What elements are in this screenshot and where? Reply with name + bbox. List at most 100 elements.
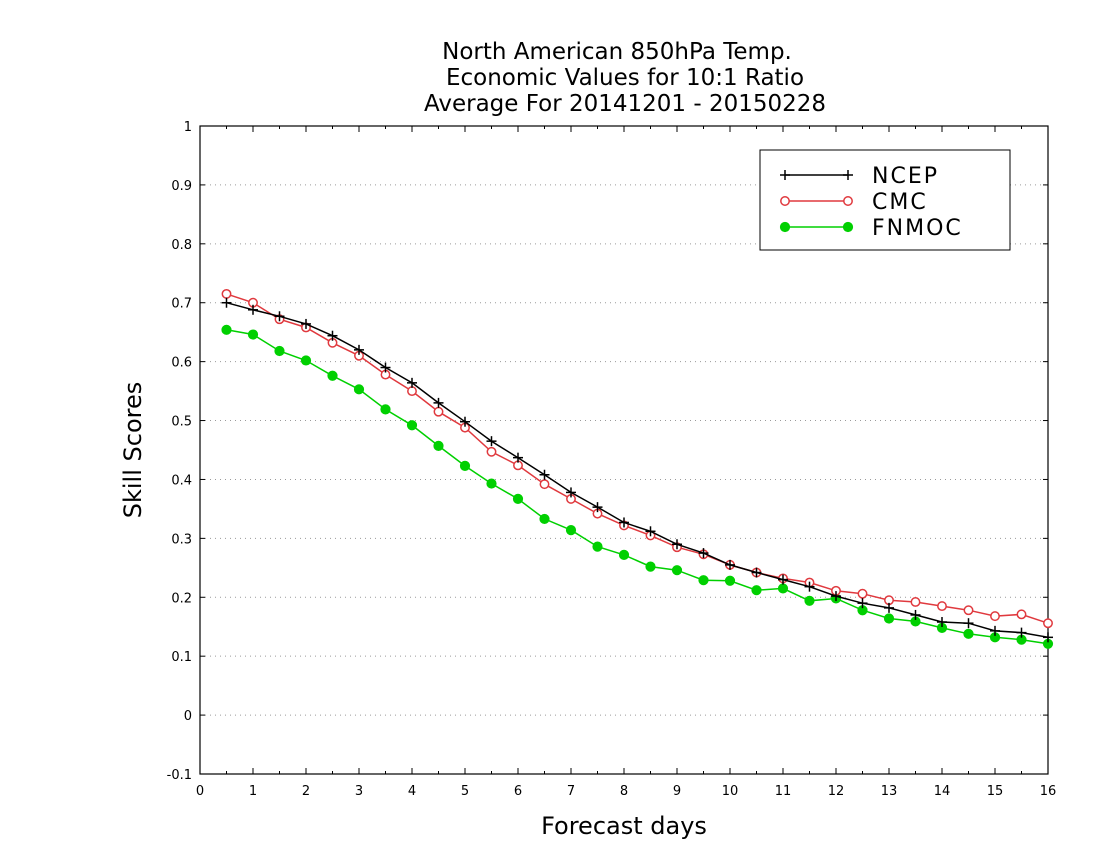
data-point-ncep (910, 609, 921, 620)
data-point-fnmoc (645, 561, 656, 572)
data-point-ncep (513, 452, 523, 463)
axis-ticks: -0.100.10.20.30.40.50.60.70.80.910 1 2 3 4 5 6… (167, 120, 1057, 799)
x-tick-label: 7 (567, 784, 575, 799)
data-point-fnmoc (592, 541, 603, 552)
y-tick-label: 0.6 (171, 356, 192, 371)
data-point-ncep (645, 526, 656, 537)
data-point-ncep (751, 567, 762, 578)
data-point-fnmoc (353, 384, 365, 395)
data-point-ncep (804, 581, 815, 592)
x-tick-label: 3 (355, 784, 363, 799)
x-tick-label: 2 (302, 784, 310, 799)
legend-item-cmc: CMC (780, 190, 926, 215)
series-ncep (221, 297, 1053, 643)
legend-box (759, 149, 1011, 251)
data-point-fnmoc (698, 575, 709, 586)
x-tick-label: 10 (722, 784, 739, 799)
data-point-ncep (937, 617, 947, 628)
series-line-fnmoc (226, 329, 1049, 645)
data-point-ncep (354, 344, 364, 355)
data-point-cmc (433, 406, 444, 417)
data-point-fnmoc (486, 478, 497, 489)
y-tick-label: 0.1 (171, 650, 192, 665)
series-fnmoc (221, 324, 1054, 649)
y-tick-label: 0 (184, 709, 192, 724)
data-point-ncep (380, 362, 391, 373)
data-point-ncep (725, 559, 735, 570)
legend-marker-end (843, 196, 853, 206)
gridlines (200, 184, 1048, 716)
y-tick-label: 1 (184, 120, 192, 135)
chart-title-line-2: Economic Values for 10:1 Ratio (446, 65, 804, 91)
data-point-fnmoc (406, 420, 418, 431)
data-point-ncep (460, 416, 470, 427)
y-axis-label: Skill Scores (119, 382, 147, 519)
legend-item-fnmoc: FNMOC (779, 216, 963, 241)
data-point-ncep (539, 469, 550, 480)
series-cmc (221, 288, 1053, 629)
y-tick-label: 0.8 (171, 238, 192, 253)
data-point-ncep (778, 574, 788, 585)
data-point-ncep (274, 311, 285, 322)
data-point-fnmoc (300, 355, 312, 366)
legend-label: FNMOC (872, 216, 963, 241)
data-point-ncep (221, 297, 232, 308)
y-tick-label: -0.1 (167, 768, 192, 783)
data-point-cmc (1043, 618, 1053, 629)
x-tick-label: 0 (196, 784, 204, 799)
y-tick-label: 0.7 (171, 297, 192, 312)
data-point-cmc (407, 386, 417, 397)
series-line-cmc (226, 293, 1049, 624)
data-point-fnmoc (221, 324, 232, 335)
data-point-fnmoc (565, 525, 577, 536)
data-point-fnmoc (433, 440, 444, 451)
y-tick-label: 0.2 (171, 591, 192, 606)
data-point-fnmoc (512, 493, 524, 504)
legend-label: NCEP (872, 164, 939, 189)
data-point-cmc (221, 288, 232, 299)
legend-marker-start (779, 221, 791, 233)
data-point-cmc (910, 597, 921, 607)
x-tick-label: 11 (775, 784, 792, 799)
x-tick-label: 13 (881, 784, 898, 799)
data-point-fnmoc (539, 513, 550, 525)
x-tick-label: 4 (408, 784, 416, 799)
x-tick-label: 6 (514, 784, 522, 799)
data-point-ncep (619, 517, 629, 528)
x-tick-label: 14 (934, 784, 951, 799)
data-point-ncep (672, 539, 682, 550)
data-point-cmc (486, 446, 497, 457)
series-layer (221, 288, 1054, 649)
legend-marker-end (842, 221, 854, 233)
y-tick-label: 0.4 (171, 473, 192, 488)
data-point-cmc (990, 611, 1000, 622)
data-point-ncep (566, 487, 576, 498)
data-point-fnmoc (327, 370, 338, 381)
x-tick-label: 8 (620, 784, 628, 799)
x-tick-label: 16 (1040, 784, 1057, 799)
legend-marker-end (843, 170, 853, 180)
data-point-fnmoc (380, 404, 391, 415)
legend-item-ncep: NCEP (780, 164, 939, 189)
data-point-ncep (592, 502, 603, 513)
data-point-ncep (857, 598, 868, 609)
x-tick-label: 1 (249, 784, 257, 799)
data-point-ncep (248, 304, 258, 315)
x-tick-label: 12 (828, 784, 845, 799)
data-point-ncep (963, 618, 974, 629)
data-point-cmc (857, 588, 868, 599)
data-point-ncep (301, 318, 311, 329)
data-point-ncep (1016, 627, 1027, 638)
data-point-fnmoc (724, 575, 736, 586)
data-point-ncep (698, 548, 709, 559)
data-point-ncep (433, 397, 444, 408)
y-tick-label: 0.9 (171, 179, 192, 194)
data-point-ncep (884, 602, 894, 613)
y-tick-label: 0.5 (171, 415, 192, 430)
data-point-ncep (831, 591, 841, 602)
chart-title: North American 850hPa Temp. Economic Val… (424, 39, 826, 117)
data-point-fnmoc (883, 613, 895, 624)
data-point-ncep (990, 625, 1000, 636)
